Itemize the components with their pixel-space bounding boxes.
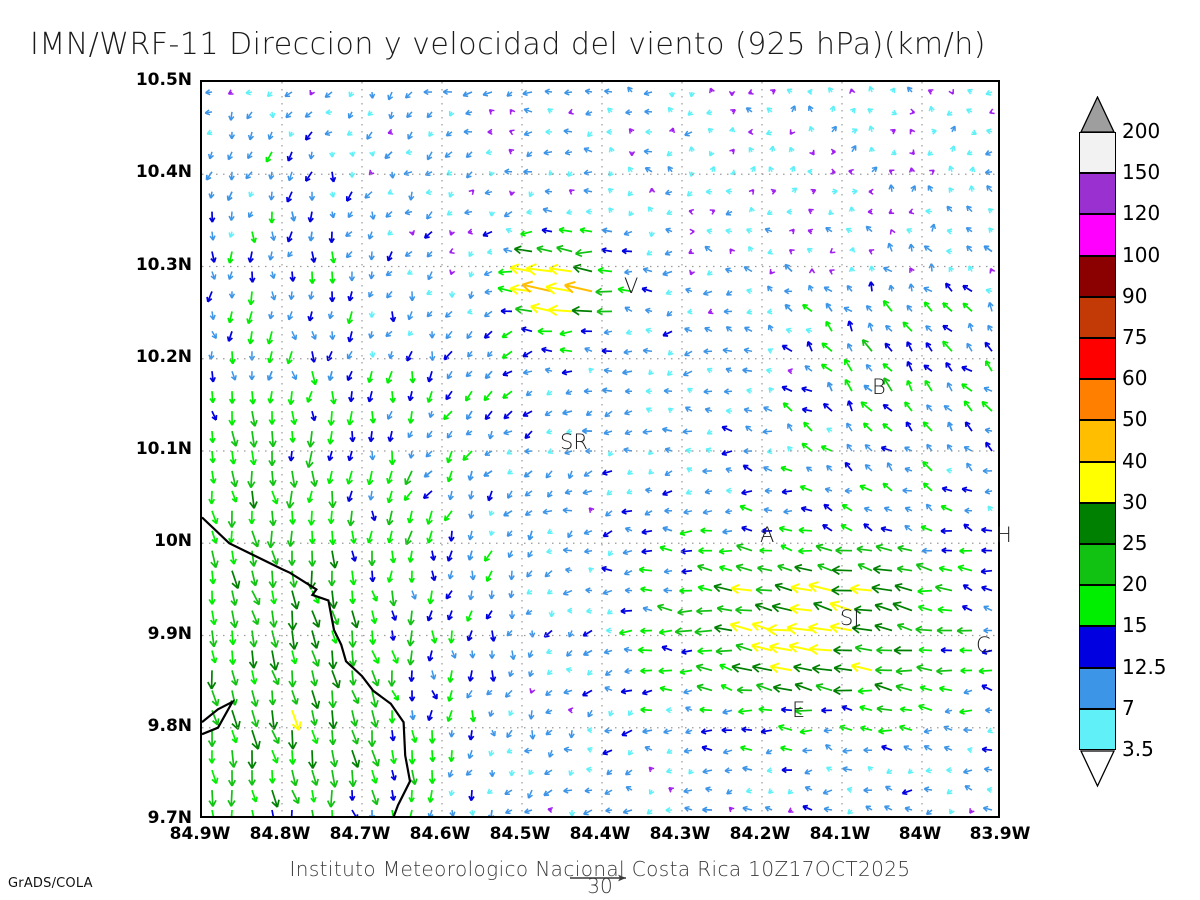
- colorbar-swatch: [1079, 338, 1116, 380]
- colorbar-tick-label: 50: [1122, 407, 1148, 432]
- footer-attribution: Instituto Meteorologico Nacional Costa R…: [289, 857, 911, 881]
- colorbar-tick-label: 90: [1122, 283, 1148, 308]
- colorbar-tick-label: 25: [1122, 531, 1148, 555]
- colorbar-tick-label: 7: [1122, 695, 1135, 720]
- colorbar: [1079, 96, 1116, 788]
- y-axis-tick-label: 10.3N: [135, 254, 192, 275]
- colorbar-tick-label: 12.5: [1122, 654, 1167, 679]
- y-axis-tick-label: 9.8N: [147, 715, 192, 736]
- colorbar-swatch: [1079, 708, 1116, 750]
- y-axis-tick-label: 10.2N: [135, 346, 192, 367]
- coastline-inlet: [202, 699, 236, 736]
- colorbar-tick-label: 30: [1122, 489, 1148, 514]
- y-axis-tick-label: 10.5N: [135, 70, 192, 90]
- x-axis-tick-label: 84.7W: [329, 824, 391, 844]
- colorbar-tick-label: 3.5: [1122, 737, 1154, 761]
- coastline-pacific: [202, 516, 412, 816]
- colorbar-swatch: [1079, 214, 1116, 256]
- colorbar-tick-label: 200: [1122, 119, 1161, 143]
- colorbar-top-arrow-icon: [1080, 96, 1115, 132]
- y-axis-tick-label: 10.4N: [135, 162, 192, 183]
- colorbar-swatch: [1079, 502, 1116, 544]
- colorbar-swatch: [1079, 255, 1116, 297]
- colorbar-swatch: [1079, 544, 1116, 586]
- colorbar-swatch: [1079, 667, 1116, 709]
- y-axis-tick-label: 10N: [154, 531, 192, 552]
- colorbar-swatch: [1079, 420, 1116, 462]
- footer-grads-credit: GrADS/COLA: [8, 876, 93, 891]
- reference-vector-arrow-icon: [570, 874, 626, 882]
- colorbar-tick-label: 15: [1122, 613, 1148, 638]
- y-axis-tick-label: 10.1N: [135, 439, 192, 459]
- x-axis-tick-label: 84.5W: [489, 824, 551, 844]
- colorbar-tick-label: 120: [1122, 201, 1161, 226]
- wind-arrows: [204, 85, 996, 816]
- x-axis-tick-label: 83.9W: [969, 824, 1031, 844]
- x-axis-tick-label: 84.1W: [809, 824, 871, 844]
- x-axis-tick-label: 84.8W: [249, 824, 311, 844]
- x-axis-tick-label: 84.4W: [569, 824, 631, 844]
- x-axis-tick-label: 84W: [898, 824, 942, 844]
- wind-vector-canvas: [202, 82, 998, 816]
- colorbar-swatch: [1079, 132, 1116, 174]
- colorbar-swatch: [1079, 585, 1116, 627]
- colorbar-tick-label: 100: [1122, 242, 1161, 267]
- x-axis-tick-label: 84.6W: [409, 824, 471, 844]
- page-title: IMN/WRF-11 Direccion y velocidad del vie…: [30, 27, 986, 62]
- gridlines: [202, 82, 998, 816]
- colorbar-swatch: [1079, 379, 1116, 421]
- x-axis-tick-label: 84.9W: [169, 824, 231, 844]
- colorbar-swatch: [1079, 461, 1116, 503]
- colorbar-swatch: [1079, 626, 1116, 668]
- colorbar-tick-label: 75: [1122, 325, 1148, 349]
- x-axis-tick-label: 84.2W: [729, 824, 791, 844]
- y-axis-tick-label: 9.9N: [147, 623, 192, 644]
- colorbar-bottom-arrow-icon: [1079, 750, 1116, 788]
- colorbar-swatch: [1079, 296, 1116, 338]
- x-axis-tick-label: 84.3W: [649, 824, 711, 844]
- colorbar-tick-label: 60: [1122, 366, 1148, 391]
- wind-vector-plot[interactable]: [200, 80, 1000, 818]
- y-axis-tick-label: 9.7N: [147, 808, 192, 828]
- colorbar-tick-label: 150: [1122, 160, 1161, 185]
- colorbar-tick-label: 20: [1122, 572, 1148, 597]
- colorbar-swatch: [1079, 173, 1116, 215]
- colorbar-tick-label: 40: [1122, 448, 1148, 473]
